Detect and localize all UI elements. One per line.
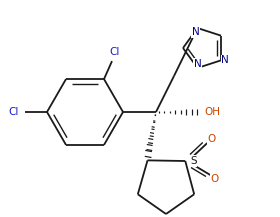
Text: N: N <box>221 55 229 65</box>
Text: O: O <box>210 174 218 184</box>
Text: O: O <box>207 134 215 144</box>
Text: N: N <box>192 27 199 37</box>
Text: S: S <box>190 156 197 166</box>
Text: OH: OH <box>204 107 220 117</box>
Text: N: N <box>194 59 201 69</box>
Text: Cl: Cl <box>110 47 120 57</box>
Text: Cl: Cl <box>9 107 19 117</box>
